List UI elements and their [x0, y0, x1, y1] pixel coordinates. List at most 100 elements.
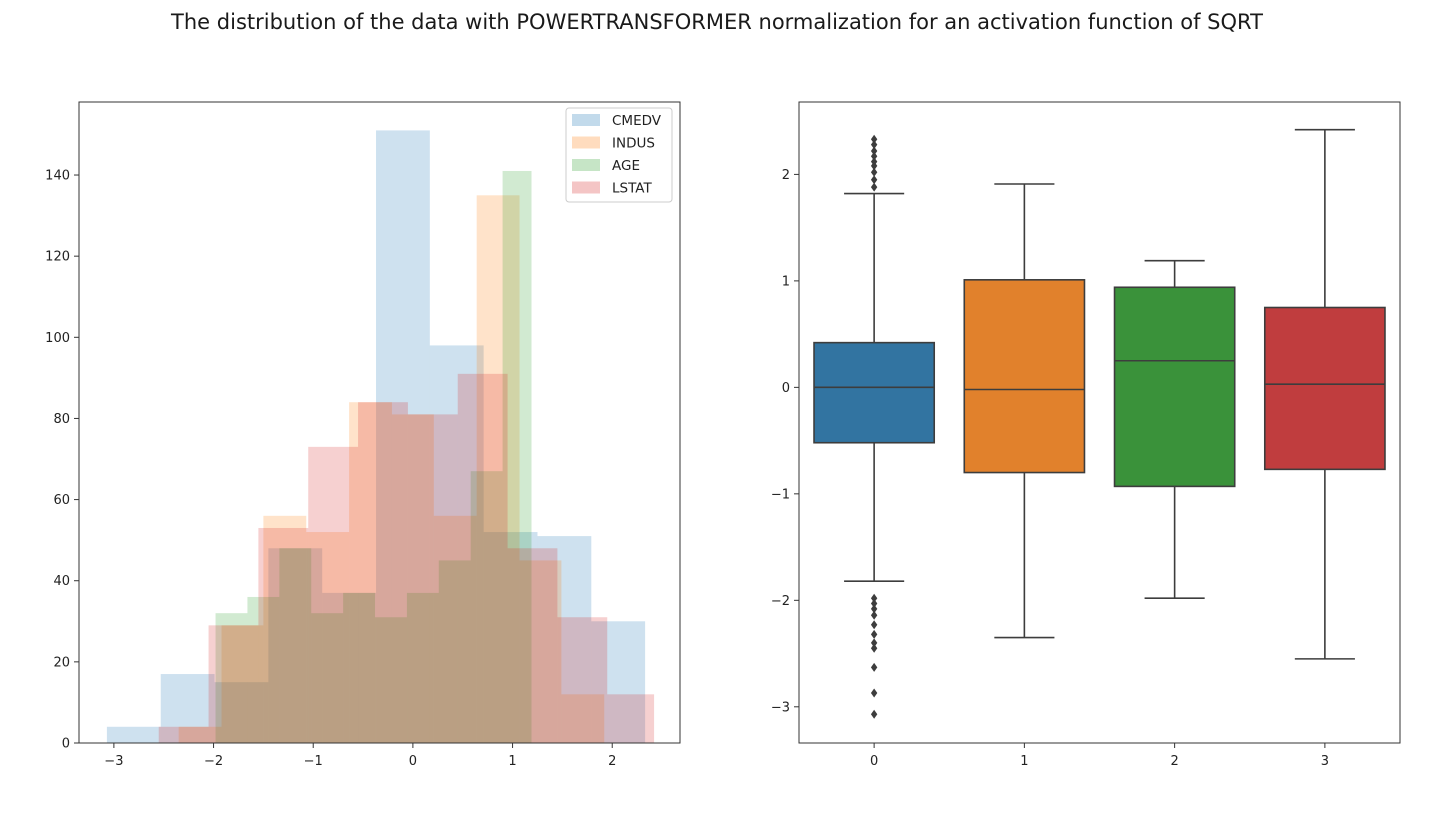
- histogram-bar-cmedv: [106, 726, 161, 743]
- box-body: [813, 341, 936, 444]
- y-tick-label: 2: [782, 168, 790, 183]
- histogram-bar-age: [311, 613, 344, 743]
- outlier-point: [870, 604, 878, 614]
- box-body: [1113, 286, 1236, 488]
- histogram-bar-cmedv: [591, 621, 646, 743]
- box-2: [1113, 259, 1236, 599]
- histogram-bar-lstat: [607, 694, 655, 743]
- legend-swatch-lstat: [572, 181, 600, 194]
- outlier-point: [870, 610, 878, 620]
- outlier-point: [870, 643, 878, 653]
- boxplot-x-axis: 0 1 2 3: [870, 743, 1329, 769]
- outlier-point: [870, 146, 878, 156]
- histogram-bar-age: [375, 617, 407, 743]
- x-tick-label: −3: [104, 754, 123, 769]
- y-tick-label: 80: [53, 412, 70, 427]
- histogram-bar-cmedv: [268, 548, 323, 743]
- y-tick-label: 0: [782, 381, 790, 396]
- y-tick-label: 40: [53, 574, 70, 589]
- histogram-x-axis: −3 −2 −1 0 1 2: [104, 743, 616, 769]
- x-tick-label: 3: [1321, 754, 1329, 769]
- outlier-point: [870, 620, 878, 630]
- outlier-point: [870, 709, 878, 719]
- histogram-bar-lstat: [258, 527, 309, 743]
- x-tick-label: −1: [304, 754, 323, 769]
- outlier-point: [870, 182, 878, 192]
- histogram-bar-indus: [476, 195, 520, 743]
- box-1: [963, 183, 1086, 639]
- boxplot-y-axis: −3 −2 −1 0 1 2: [771, 168, 799, 715]
- y-tick-label: −3: [771, 700, 790, 715]
- legend-label-age: AGE: [612, 158, 640, 174]
- x-tick-label: 0: [409, 754, 417, 769]
- histogram-y-axis: 0 20 40 60 80 100 120 140: [45, 169, 79, 752]
- legend-swatch-cmedv: [572, 114, 600, 126]
- histogram-bar-age: [343, 592, 376, 743]
- histogram-bar-lstat: [457, 373, 508, 743]
- histogram-bar-indus: [263, 515, 307, 743]
- outlier-point: [870, 140, 878, 150]
- histogram-bar-indus: [178, 726, 222, 743]
- outlier-point: [870, 167, 878, 177]
- histogram-bar-cmedv: [429, 345, 484, 743]
- x-tick-label: 2: [1170, 754, 1178, 769]
- legend-box: [565, 107, 673, 203]
- outlier-point: [870, 157, 878, 167]
- histogram-bar-cmedv: [214, 682, 269, 743]
- histogram-bar-lstat: [158, 726, 209, 743]
- legend-label-indus: INDUS: [612, 136, 655, 152]
- outlier-point: [870, 688, 878, 698]
- histogram-bar-cmedv: [376, 130, 430, 743]
- histogram-bar-age: [247, 596, 280, 743]
- outlier-point: [870, 151, 878, 161]
- legend-label-lstat: LSTAT: [612, 181, 652, 197]
- histogram-bar-indus: [391, 414, 434, 743]
- y-tick-label: 0: [62, 737, 70, 752]
- histogram-bar-cmedv: [537, 536, 592, 743]
- x-tick-label: 0: [870, 754, 878, 769]
- figure-title: The distribution of the data with POWERT…: [171, 10, 1263, 34]
- outlier-point: [870, 662, 878, 672]
- y-tick-label: 1: [782, 274, 790, 289]
- x-tick-label: −2: [204, 754, 223, 769]
- y-tick-label: 120: [45, 250, 70, 265]
- box-body: [963, 279, 1086, 474]
- histogram-bar-indus: [561, 694, 605, 743]
- histogram-bar-lstat: [358, 402, 408, 743]
- histogram-bar-indus: [306, 532, 350, 743]
- y-tick-label: 140: [45, 169, 70, 184]
- histogram-bar-lstat: [557, 617, 608, 743]
- x-tick-label: 1: [1020, 754, 1028, 769]
- histogram-bar-age: [502, 170, 532, 743]
- histogram-bar-age: [438, 560, 471, 743]
- histogram-axes-frame: [78, 101, 681, 744]
- legend-swatch-age: [572, 159, 600, 171]
- histogram-bar-lstat: [308, 446, 359, 743]
- box-body: [1263, 306, 1386, 471]
- outlier-point: [870, 599, 878, 609]
- histogram-bar-age: [470, 471, 503, 743]
- y-tick-label: −2: [771, 594, 790, 609]
- y-tick-label: −1: [771, 487, 790, 502]
- box-0: [813, 134, 936, 719]
- y-tick-label: 100: [45, 331, 70, 346]
- boxplot-panel: 0 1 2 3 −3 −2 −1 0 1 2: [771, 101, 1401, 769]
- histogram-legend: CMEDV INDUS AGE LSTAT: [565, 107, 673, 203]
- legend-label-cmedv: CMEDV: [612, 113, 662, 129]
- histogram-bar-age: [215, 613, 248, 743]
- histogram-bar-cmedv: [322, 592, 377, 743]
- legend-swatch-indus: [572, 136, 600, 149]
- histogram-bar-indus: [519, 560, 562, 743]
- histogram-bar-indus: [433, 515, 477, 743]
- box-3: [1263, 128, 1386, 660]
- histogram-bar-cmedv: [483, 532, 538, 743]
- histogram-bar-indus: [221, 625, 264, 743]
- outlier-point: [870, 134, 878, 144]
- histogram-bar-indus: [349, 402, 392, 743]
- histogram-bar-cmedv: [160, 674, 215, 743]
- histogram-bar-lstat: [208, 625, 259, 743]
- outlier-point: [870, 629, 878, 639]
- histogram-bar-age: [406, 592, 439, 743]
- y-tick-label: 60: [53, 493, 70, 508]
